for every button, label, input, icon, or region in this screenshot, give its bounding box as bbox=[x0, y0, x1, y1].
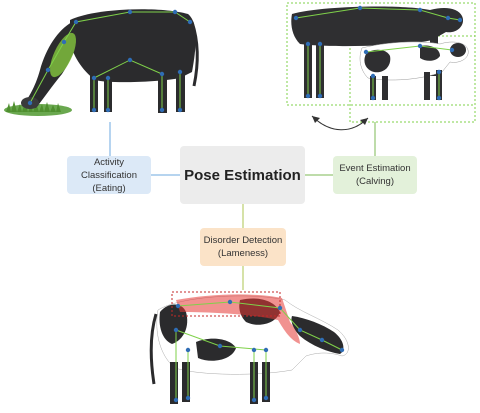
pose-estimation-box: Pose Estimation bbox=[180, 146, 305, 204]
disorder-subtitle: (Lameness) bbox=[217, 248, 269, 259]
event-subtitle: (Calving) bbox=[355, 176, 394, 187]
activity-title: Activity Classification bbox=[81, 156, 137, 181]
activity-classification-box: Activity Classification (Eating) bbox=[67, 156, 151, 194]
disorder-detection-box: Disorder Detection (Lameness) bbox=[200, 228, 286, 266]
event-estimation-box: Event Estimation (Calving) bbox=[333, 156, 417, 194]
calving-cows-image bbox=[286, 2, 476, 131]
disorder-title: Disorder Detection bbox=[203, 235, 283, 246]
lameness-cow-image bbox=[149, 291, 349, 404]
event-title: Event Estimation bbox=[339, 163, 411, 174]
eating-cow-image bbox=[4, 9, 199, 116]
pose-estimation-title: Pose Estimation bbox=[184, 166, 301, 184]
calving-arrow-icon bbox=[311, 115, 369, 131]
activity-subtitle: (Eating) bbox=[92, 182, 126, 194]
